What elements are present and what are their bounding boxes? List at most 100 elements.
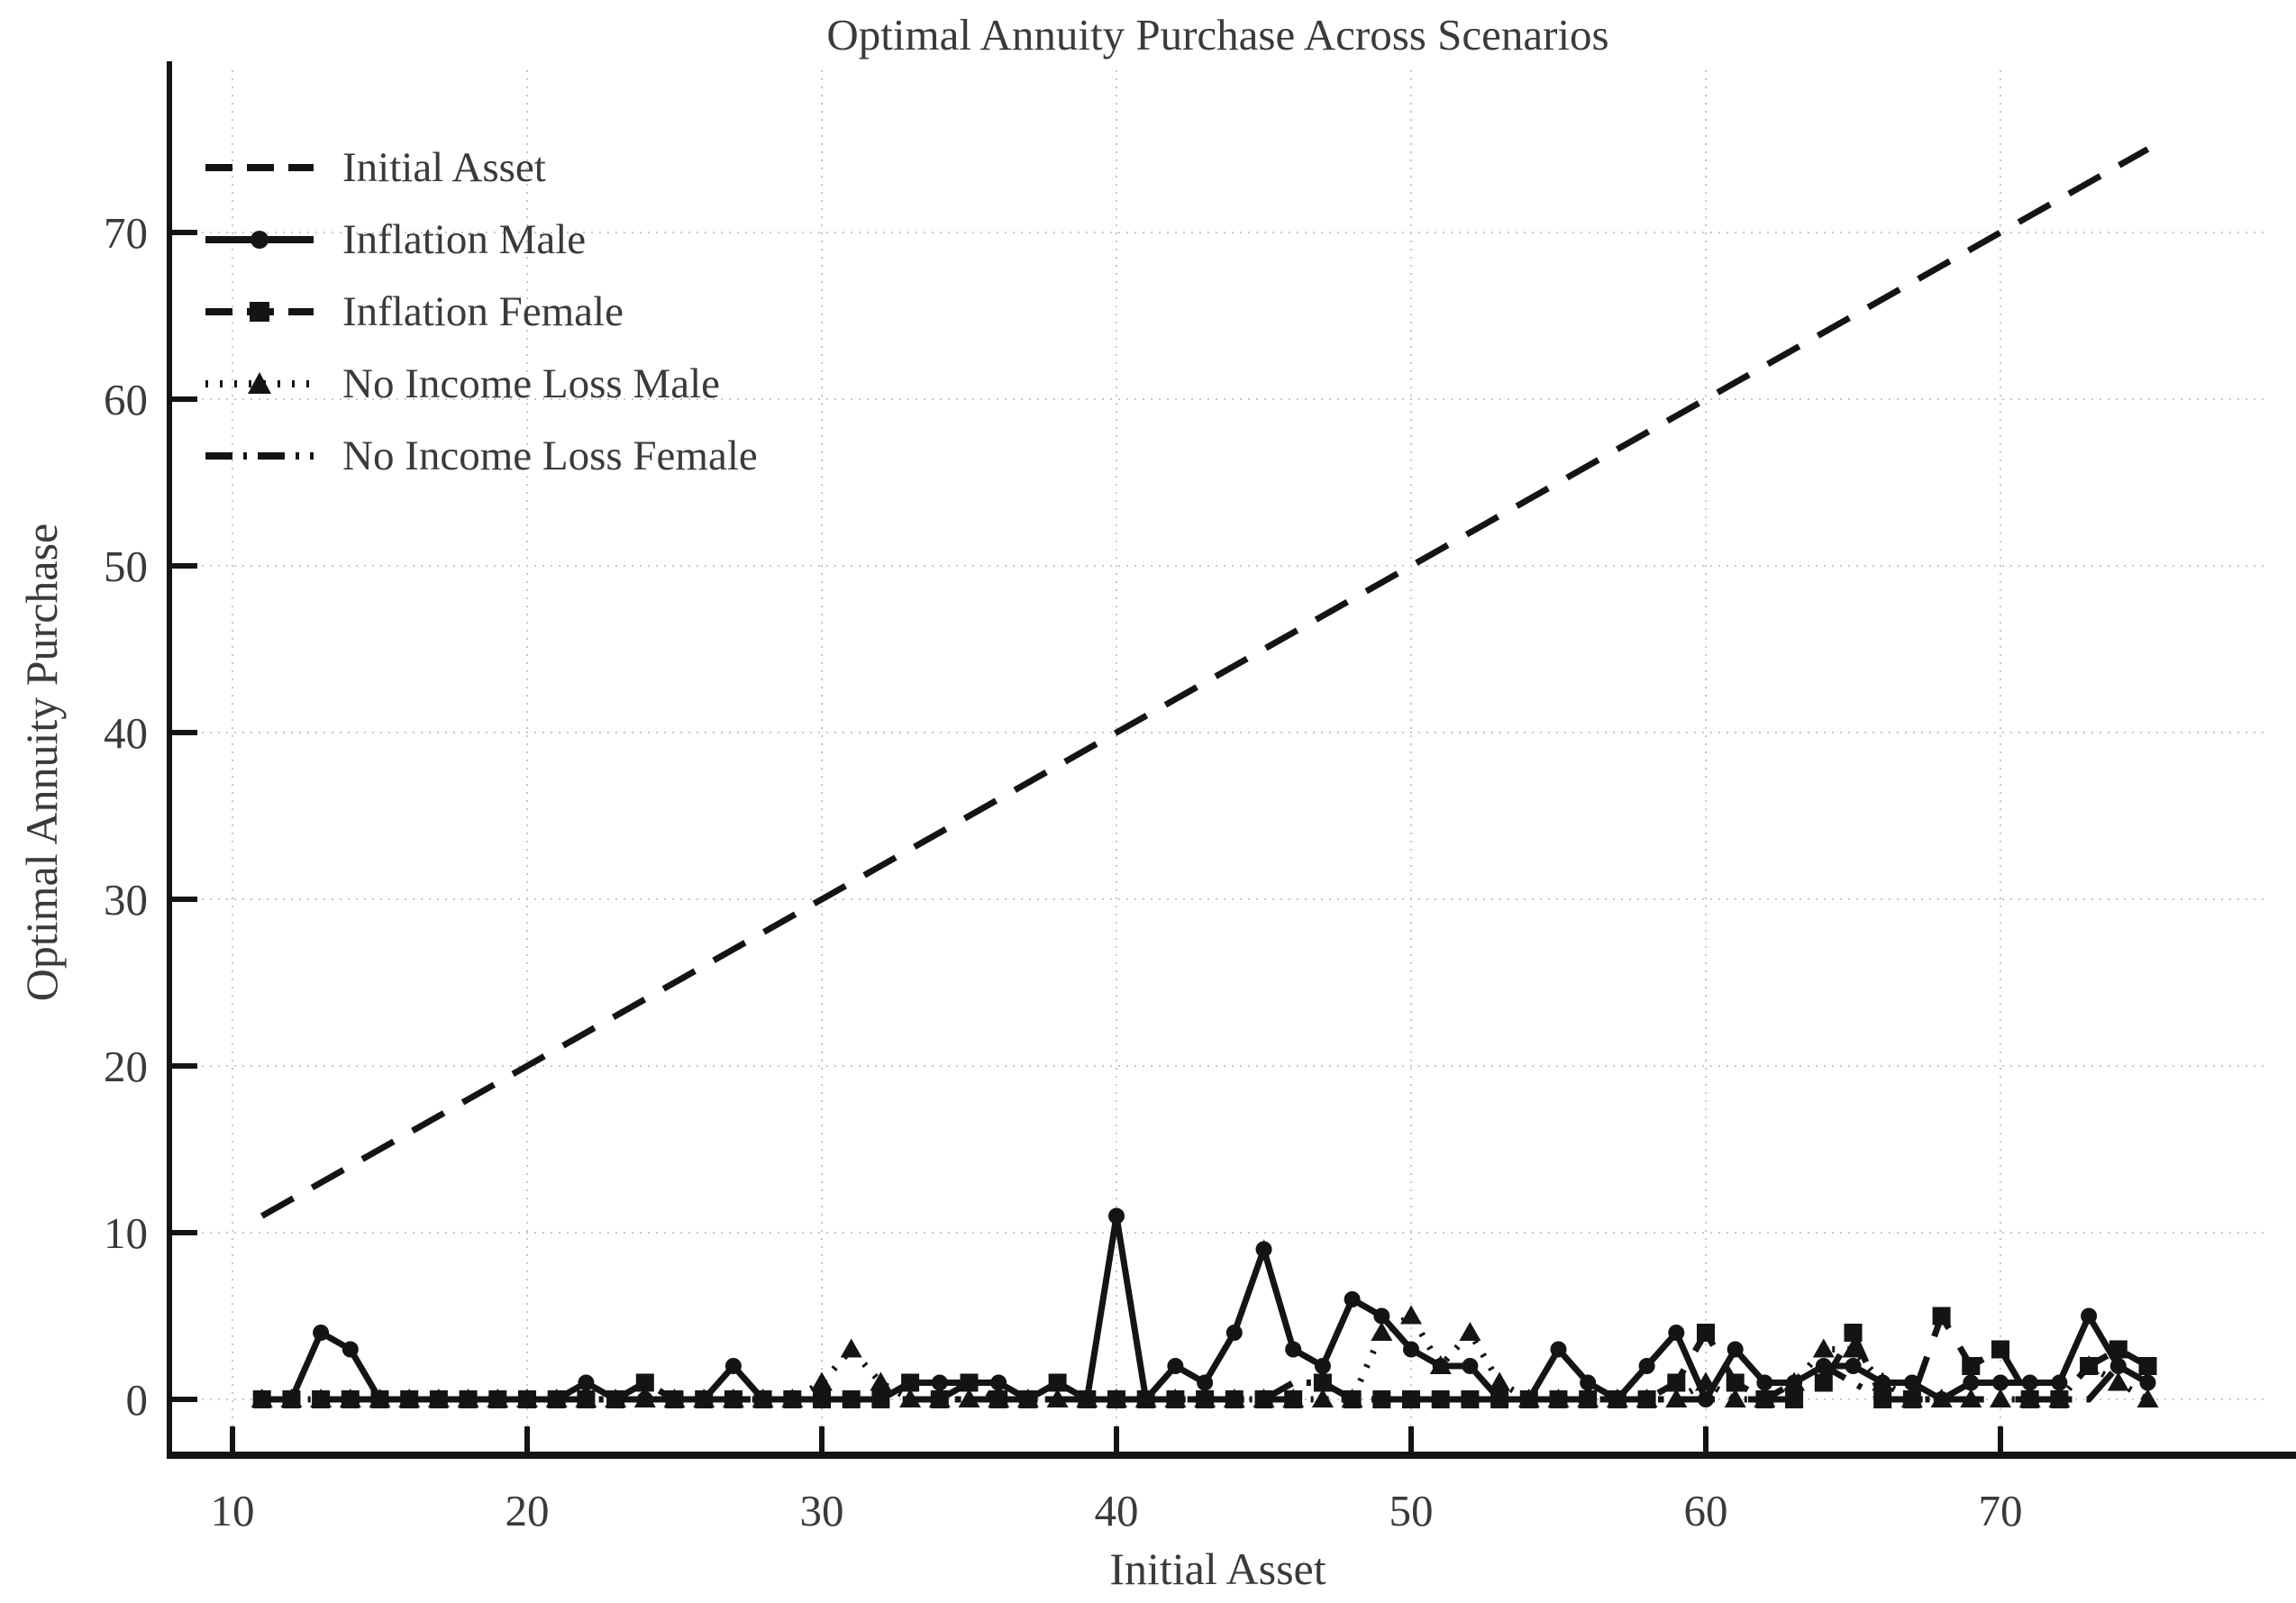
legend-line-swatch [205, 372, 314, 394]
circle-marker [1344, 1291, 1361, 1307]
circle-marker [1197, 1374, 1214, 1391]
circle-marker [872, 1391, 889, 1407]
circle-marker [401, 1391, 418, 1407]
circle-marker [1079, 1391, 1096, 1407]
triangle-marker [1400, 1305, 1422, 1325]
circle-marker [1815, 1358, 1832, 1374]
circle-marker [1520, 1391, 1537, 1407]
square-marker [2138, 1357, 2157, 1375]
legend-line-swatch [205, 164, 314, 171]
circle-marker [1874, 1374, 1891, 1391]
circle-marker [843, 1391, 860, 1407]
circle-marker [1727, 1341, 1744, 1358]
circle-marker [607, 1391, 624, 1407]
x-tick-label: 20 [506, 1486, 550, 1535]
circle-marker [636, 1391, 653, 1407]
square-marker [1902, 1390, 1921, 1408]
y-tick-label: 60 [104, 375, 148, 424]
legend-item-inflation-male: Inflation Male [204, 204, 758, 276]
circle-marker [1668, 1325, 1685, 1341]
legend-label: Initial Asset [342, 143, 546, 191]
circle-marker [2139, 1374, 2156, 1391]
legend-label: No Income Loss Female [342, 432, 758, 479]
triangle-marker [870, 1371, 892, 1391]
square-marker [1726, 1373, 1745, 1392]
triangle-marker [1046, 1389, 1069, 1407]
circle-marker [578, 1374, 595, 1391]
square-marker [341, 1390, 360, 1408]
square-marker [1225, 1390, 1244, 1408]
circle-marker [1108, 1207, 1125, 1225]
circle-marker [489, 1391, 506, 1407]
triangle-marker [1371, 1322, 1393, 1341]
square-marker [1196, 1390, 1215, 1408]
circle-marker [460, 1391, 477, 1407]
square-marker [1431, 1390, 1450, 1408]
circle-marker [1491, 1391, 1508, 1407]
square-marker [1254, 1390, 1273, 1408]
circle-marker [754, 1391, 771, 1407]
legend-label: Inflation Male [342, 215, 587, 263]
square-marker [930, 1390, 949, 1408]
x-tick-label: 40 [1095, 1486, 1139, 1535]
square-marker [1313, 1373, 1332, 1392]
triangle-marker [1459, 1322, 1481, 1341]
triangle-marker [1724, 1389, 1746, 1407]
legend-line-swatch [205, 302, 314, 322]
square-marker [1107, 1390, 1125, 1408]
y-tick-label: 10 [104, 1208, 148, 1258]
circle-marker [2109, 1358, 2127, 1374]
circle-marker [1580, 1374, 1597, 1391]
legend-item-no-income-loss-male: No Income Loss Male [204, 348, 758, 420]
y-tick-label: 30 [104, 875, 148, 924]
circle-marker [1049, 1374, 1066, 1391]
x-tick-label: 60 [1684, 1486, 1728, 1535]
triangle-marker [1812, 1338, 1835, 1358]
circle-marker [1403, 1341, 1419, 1358]
circle-marker [548, 1391, 565, 1407]
circle-marker [1638, 1358, 1655, 1374]
circle-marker [1786, 1374, 1803, 1391]
square-marker [312, 1390, 331, 1408]
legend-item-initial-asset: Initial Asset [204, 132, 758, 204]
square-marker [635, 1373, 654, 1392]
square-marker [1697, 1324, 1715, 1342]
circle-marker [253, 1391, 270, 1407]
circle-marker [371, 1391, 388, 1407]
x-tick-label: 70 [1979, 1486, 2023, 1535]
square-marker [1755, 1390, 1774, 1408]
square-marker [1549, 1390, 1568, 1408]
square-marker [2020, 1390, 2039, 1408]
triangle-marker [840, 1338, 862, 1358]
circle-marker [1933, 1391, 1950, 1407]
circle-marker [430, 1391, 447, 1407]
circle-marker [1550, 1341, 1567, 1358]
x-axis-label: Initial Asset [1109, 1544, 1326, 1594]
circle-marker [814, 1391, 830, 1407]
series-line-inflation-male [261, 1215, 2150, 1407]
x-tick-label: 30 [800, 1486, 844, 1535]
circle-marker [1314, 1358, 1331, 1374]
chart-title: Optimal Annuity Purchase Across Scenario… [826, 10, 1609, 59]
triangle-marker [1489, 1371, 1511, 1391]
y-tick-label: 20 [104, 1042, 148, 1091]
circle-marker [283, 1391, 300, 1407]
circle-marker [1019, 1391, 1036, 1407]
triangle-marker [1990, 1389, 2011, 1407]
circle-marker [2021, 1374, 2038, 1391]
square-marker [2080, 1357, 2099, 1375]
square-marker [1402, 1390, 1420, 1408]
circle-marker [666, 1391, 683, 1407]
square-marker [1343, 1390, 1362, 1408]
square-marker [577, 1390, 596, 1408]
square-marker [1991, 1340, 2009, 1359]
square-marker [1579, 1390, 1598, 1408]
circle-marker [1137, 1391, 1154, 1407]
legend: Initial Asset Inflation Male Inflation Fem… [204, 132, 758, 492]
circle-marker [519, 1391, 535, 1407]
y-tick-label: 50 [104, 542, 148, 591]
legend-item-no-income-loss-female: No Income Loss Female [204, 420, 758, 492]
circle-marker [902, 1374, 919, 1391]
